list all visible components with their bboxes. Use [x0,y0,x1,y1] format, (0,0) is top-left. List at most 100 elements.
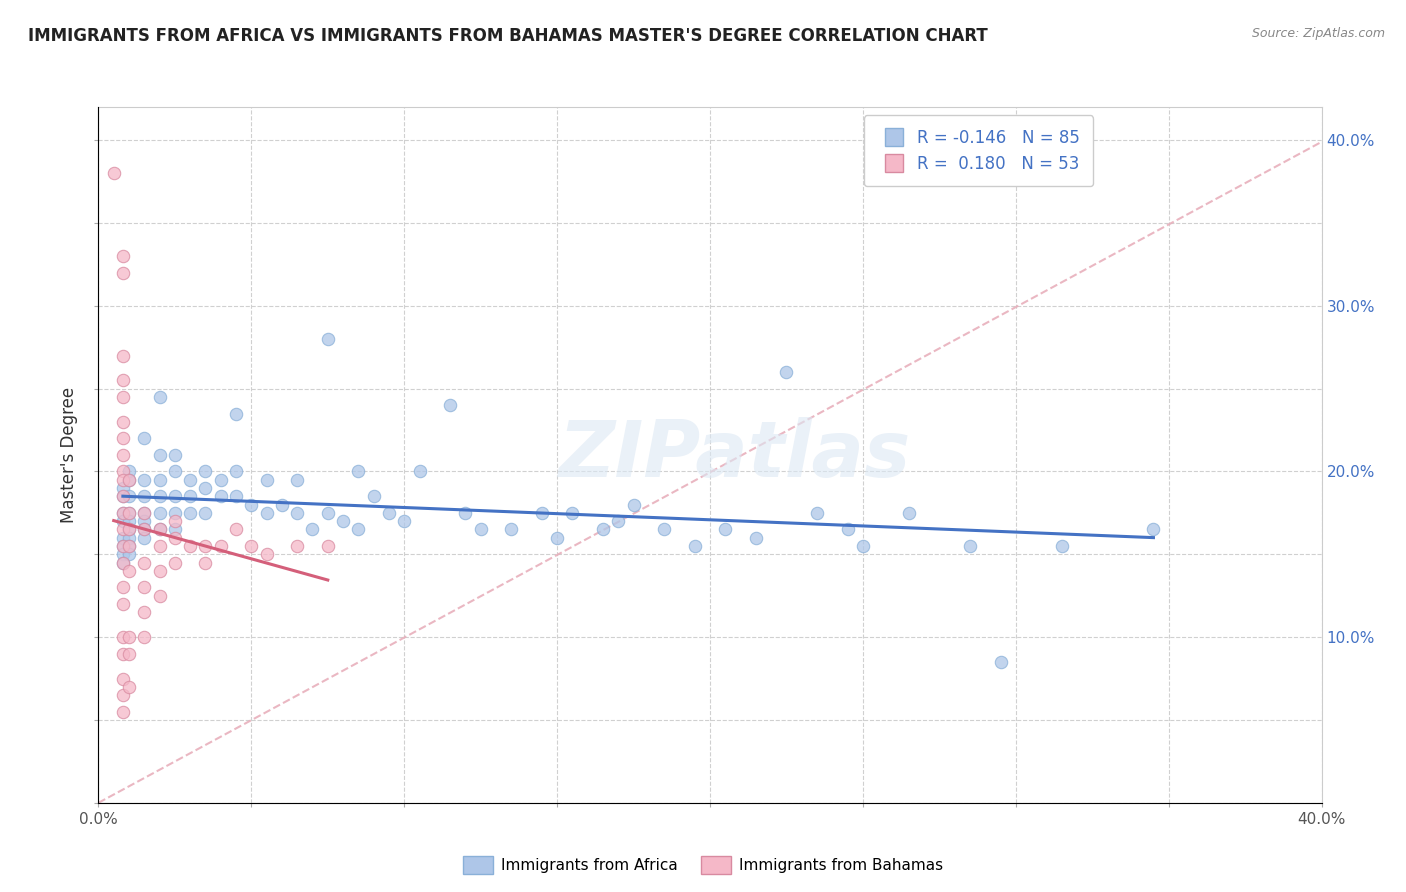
Point [194,556,217,570]
Point [118,547,141,561]
Point [501,523,523,537]
Point [745,531,768,545]
Point [134,523,156,537]
Point [316,506,339,520]
Point [256,473,278,487]
Point [118,564,141,578]
Point [111,473,134,487]
Point [546,531,568,545]
Point [852,539,875,553]
Point [111,373,134,387]
Point [111,556,134,570]
Point [111,506,134,520]
Legend: R = -0.146   N = 85, R =  0.180   N = 53: R = -0.146 N = 85, R = 0.180 N = 53 [863,115,1092,186]
Point [408,465,430,479]
Point [990,655,1012,669]
Point [470,523,492,537]
Point [134,473,156,487]
Point [118,489,141,503]
Point [179,539,201,553]
Point [363,489,385,503]
Point [111,266,134,280]
Point [256,506,278,520]
Point [194,465,217,479]
Point [806,506,828,520]
Point [111,705,134,719]
Point [134,581,156,595]
Point [118,630,141,644]
Point [134,506,156,520]
Point [530,506,553,520]
Point [111,581,134,595]
Point [111,506,134,520]
Point [163,506,186,520]
Point [118,506,141,520]
Point [285,506,308,520]
Point [897,506,920,520]
Point [332,514,354,528]
Point [194,506,217,520]
Point [134,630,156,644]
Point [111,349,134,363]
Point [149,564,172,578]
Point [163,489,186,503]
Point [111,448,134,462]
Point [959,539,981,553]
Point [179,506,201,520]
Point [163,556,186,570]
Point [134,523,156,537]
Point [194,481,217,495]
Point [378,506,401,520]
Point [149,523,172,537]
Point [270,498,292,512]
Point [392,514,416,528]
Point [111,489,134,503]
Point [118,514,141,528]
Point [118,523,141,537]
Point [163,531,186,545]
Point [225,407,247,421]
Point [775,365,797,379]
Point [225,489,247,503]
Point [316,332,339,346]
Point [347,523,370,537]
Point [134,531,156,545]
Point [163,465,186,479]
Point [149,489,172,503]
Point [163,514,186,528]
Point [652,523,675,537]
Point [111,523,134,537]
Point [714,523,737,537]
Point [240,498,263,512]
Point [592,523,614,537]
Text: Source: ZipAtlas.com: Source: ZipAtlas.com [1251,27,1385,40]
Point [149,506,172,520]
Point [285,473,308,487]
Point [149,523,172,537]
Point [111,539,134,553]
Point [134,431,156,445]
Point [316,539,339,553]
Point [225,465,247,479]
Point [118,680,141,694]
Point [240,539,263,553]
Point [111,489,134,503]
Point [111,556,134,570]
Point [111,249,134,263]
Point [118,523,141,537]
Point [111,647,134,661]
Point [194,539,217,553]
Point [103,166,125,180]
Point [561,506,583,520]
Point [134,506,156,520]
Point [118,506,141,520]
Point [118,647,141,661]
Point [111,630,134,644]
Point [683,539,706,553]
Point [301,523,323,537]
Point [256,547,278,561]
Point [209,473,232,487]
Point [163,523,186,537]
Point [607,514,630,528]
Point [118,473,141,487]
